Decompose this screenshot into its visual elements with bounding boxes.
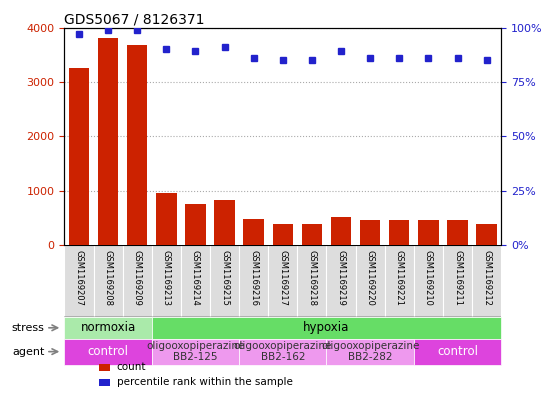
Bar	[414, 339, 501, 365]
Text: GSM1169215: GSM1169215	[220, 250, 229, 306]
Bar	[447, 220, 468, 245]
Bar	[64, 339, 152, 365]
Text: hypoxia: hypoxia	[304, 321, 349, 334]
Text: oligooxopiperazine
BB2-162: oligooxopiperazine BB2-162	[234, 341, 332, 362]
Bar	[302, 224, 322, 245]
Bar	[99, 364, 110, 371]
Bar	[127, 45, 147, 245]
Bar	[477, 224, 497, 245]
Text: GSM1169214: GSM1169214	[191, 250, 200, 306]
Text: GSM1169217: GSM1169217	[278, 250, 287, 307]
Bar	[414, 245, 443, 317]
Text: GSM1169219: GSM1169219	[337, 250, 346, 306]
Text: GSM1169213: GSM1169213	[162, 250, 171, 307]
Bar	[389, 220, 409, 245]
Text: oligooxopiperazine
BB2-125: oligooxopiperazine BB2-125	[146, 341, 245, 362]
Bar	[64, 245, 94, 317]
Text: GSM1169211: GSM1169211	[453, 250, 462, 306]
Text: control: control	[437, 345, 478, 358]
Bar	[156, 193, 176, 245]
Text: normoxia: normoxia	[81, 321, 136, 334]
Text: percentile rank within the sample: percentile rank within the sample	[117, 377, 293, 387]
Bar	[239, 245, 268, 317]
Bar	[239, 339, 326, 365]
Bar	[268, 245, 297, 317]
Bar	[297, 245, 326, 317]
Text: GSM1169210: GSM1169210	[424, 250, 433, 306]
Text: control: control	[87, 345, 129, 358]
Bar	[360, 220, 380, 245]
Text: count: count	[117, 362, 146, 372]
Text: GSM1169221: GSM1169221	[395, 250, 404, 306]
Text: agent: agent	[12, 347, 45, 356]
Bar	[356, 245, 385, 317]
Bar	[152, 245, 181, 317]
Bar	[326, 245, 356, 317]
Bar	[152, 339, 239, 365]
Bar	[472, 245, 501, 317]
Text: stress: stress	[12, 323, 45, 333]
Text: GSM1169209: GSM1169209	[133, 250, 142, 306]
Bar	[244, 219, 264, 245]
Bar	[94, 245, 123, 317]
Bar	[185, 204, 206, 245]
Text: GSM1169218: GSM1169218	[307, 250, 316, 307]
Text: GSM1169216: GSM1169216	[249, 250, 258, 307]
Bar	[443, 245, 472, 317]
Text: GSM1169212: GSM1169212	[482, 250, 491, 306]
Text: GDS5067 / 8126371: GDS5067 / 8126371	[64, 12, 205, 26]
Bar	[181, 245, 210, 317]
Bar	[214, 200, 235, 245]
Bar	[418, 220, 438, 245]
Text: GSM1169207: GSM1169207	[74, 250, 83, 307]
Bar	[273, 224, 293, 245]
Bar	[385, 245, 414, 317]
Bar	[69, 68, 89, 245]
Bar	[331, 217, 351, 245]
Bar	[99, 379, 110, 386]
Text: oligooxopiperazine
BB2-282: oligooxopiperazine BB2-282	[321, 341, 419, 362]
Text: GSM1169220: GSM1169220	[366, 250, 375, 306]
Bar	[210, 245, 239, 317]
Bar	[98, 39, 118, 245]
Bar	[123, 245, 152, 317]
Bar	[64, 317, 152, 339]
Bar	[326, 339, 414, 365]
Text: GSM1169208: GSM1169208	[104, 250, 113, 307]
Bar	[152, 317, 501, 339]
